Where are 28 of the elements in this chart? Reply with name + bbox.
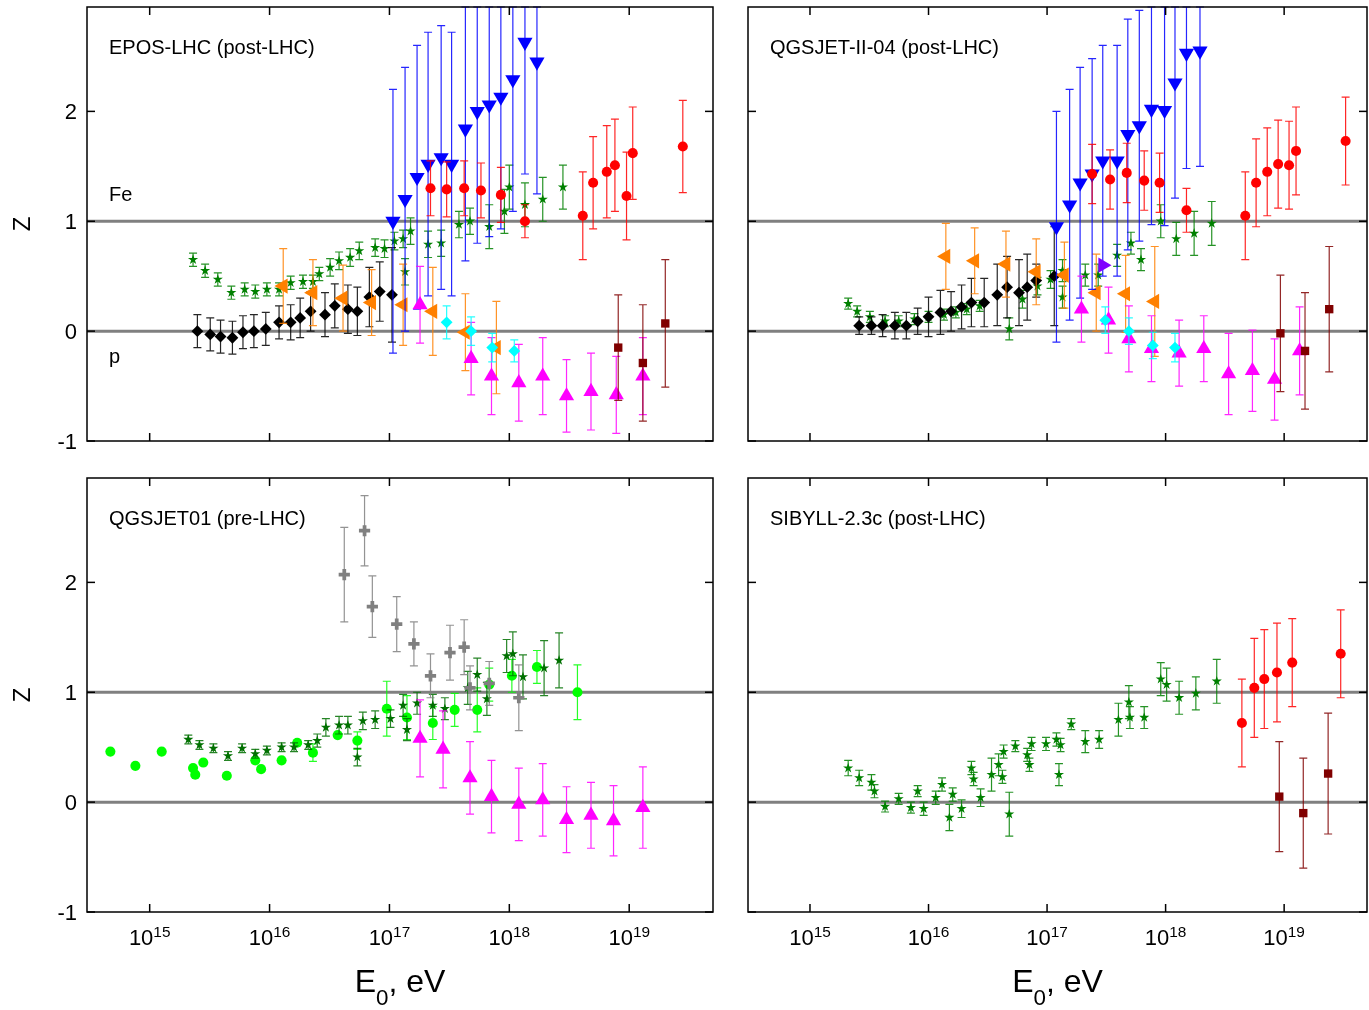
- y-tick-label: -1: [57, 429, 77, 454]
- y-axis-title: Z: [8, 216, 35, 232]
- text: QGSJET-II-04 (post-LHC): [770, 36, 999, 58]
- y-tick-label: 0: [64, 319, 77, 345]
- x-tick-label: 10$^{18}$: [488, 922, 531, 950]
- text: EPOS-LHC (post-LHC): [109, 36, 315, 58]
- ref-line-label: p: [109, 345, 121, 368]
- x-tick-label: 10$^{16}$: [248, 922, 291, 950]
- x-axis-title: E$_{0}$, eV: [1012, 963, 1104, 1010]
- text: SIBYLL-2.3c (post-LHC): [770, 507, 986, 529]
- y-tick-label: 1: [64, 680, 77, 706]
- y-tick-label: 2: [64, 570, 77, 596]
- x-tick-label: 10$^{17}$: [1026, 922, 1068, 950]
- y-tick-label: 1: [64, 209, 77, 235]
- x-tick-label: 10$^{17}$: [368, 922, 411, 950]
- y-tick-label: 0: [64, 790, 77, 816]
- x-tick-label: 10$^{15}$: [789, 922, 831, 950]
- x-tick-label: 10$^{15}$: [128, 922, 171, 950]
- y-axis-title: Z: [8, 687, 35, 703]
- x-tick-label: 10$^{18}$: [1144, 922, 1187, 950]
- text: QGSJET01 (pre-LHC): [109, 507, 306, 529]
- x-tick-label: 10$^{19}$: [608, 922, 651, 950]
- ref-line-label: Fe: [109, 183, 133, 206]
- x-tick-label: 10$^{16}$: [907, 922, 950, 950]
- y-tick-label: 2: [64, 99, 77, 125]
- y-tick-label: -1: [57, 900, 77, 925]
- x-axis-title: E$_{0}$, eV: [354, 963, 447, 1010]
- x-tick-label: 10$^{19}$: [1263, 922, 1305, 950]
